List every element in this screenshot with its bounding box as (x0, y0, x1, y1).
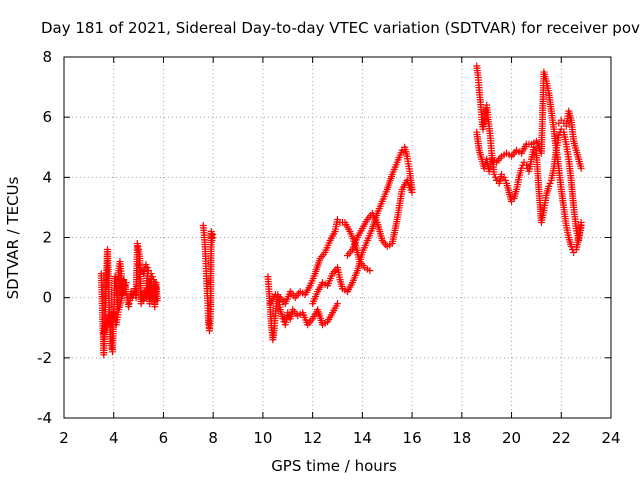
data-point (134, 243, 142, 251)
x-tick-label: 16 (403, 429, 422, 447)
data-point (284, 309, 292, 317)
data-point (142, 261, 150, 269)
data-point (102, 318, 110, 326)
chart-title: Day 181 of 2021, Sidereal Day-to-day VTE… (41, 19, 640, 37)
x-tick-label: 2 (59, 429, 69, 447)
data-point (577, 218, 585, 226)
data-point (522, 161, 530, 169)
data-points (97, 62, 585, 359)
x-tick-label: 6 (159, 429, 169, 447)
y-tick-label: 2 (42, 229, 52, 247)
data-point (108, 345, 116, 353)
x-axis-label: GPS time / hours (271, 457, 397, 475)
x-tick-label: 8 (208, 429, 218, 447)
x-tick-label: 4 (109, 429, 119, 447)
x-tick-label: 10 (253, 429, 272, 447)
data-point (531, 146, 539, 154)
y-tick-label: -4 (37, 409, 52, 427)
data-point (545, 182, 553, 190)
data-point (490, 170, 498, 178)
data-point (479, 125, 487, 133)
data-point (133, 240, 141, 248)
y-tick-label: 8 (42, 48, 52, 66)
data-point (107, 342, 115, 350)
x-tick-label: 14 (353, 429, 372, 447)
grid (64, 57, 611, 418)
data-point (122, 279, 130, 287)
data-point (555, 131, 563, 139)
data-point (500, 173, 508, 181)
data-point (209, 230, 217, 238)
x-tick-label: 12 (303, 429, 322, 447)
y-axis-label: SDTVAR / TECUs (4, 176, 22, 299)
data-point (143, 264, 151, 272)
y-tick-label: -2 (37, 349, 52, 367)
data-point (125, 303, 133, 311)
data-point (408, 188, 416, 196)
data-point (491, 173, 499, 181)
data-point (125, 300, 133, 308)
x-tick-label: 20 (502, 429, 521, 447)
data-point (567, 243, 575, 251)
data-point (148, 273, 156, 281)
data-point (135, 261, 143, 269)
data-point (121, 282, 129, 290)
data-point (546, 179, 554, 187)
data-point (136, 264, 144, 272)
data-point (153, 297, 161, 305)
x-tick-label: 18 (452, 429, 471, 447)
y-tick-label: 6 (42, 108, 52, 126)
data-point (577, 164, 585, 172)
data-point (517, 164, 525, 172)
data-point (334, 300, 341, 308)
data-point (120, 285, 128, 293)
data-point (147, 270, 155, 278)
x-tick-label: 24 (601, 429, 620, 447)
y-tick-label: 0 (42, 289, 52, 307)
data-point (279, 315, 287, 323)
data-point (501, 176, 509, 184)
data-point (152, 285, 160, 293)
x-tick-label: 22 (552, 429, 571, 447)
data-point (366, 267, 374, 275)
y-tick-label: 4 (42, 168, 52, 186)
